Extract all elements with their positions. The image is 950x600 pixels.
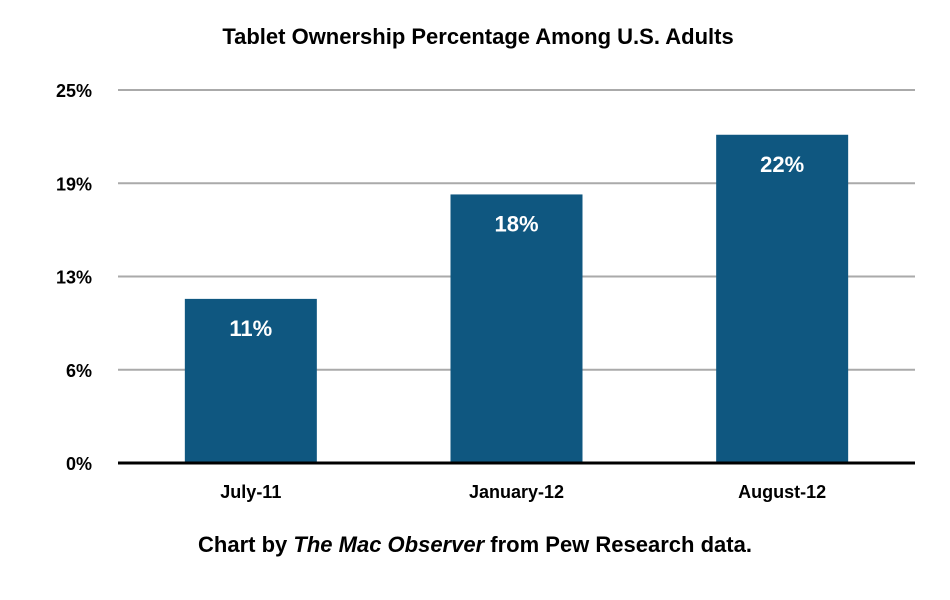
y-tick-label: 19% bbox=[56, 174, 92, 194]
bar bbox=[450, 194, 583, 463]
caption-prefix: Chart by bbox=[198, 532, 294, 557]
y-tick-label: 25% bbox=[56, 81, 92, 101]
x-tick-label: January-12 bbox=[469, 482, 564, 502]
data-label: 22% bbox=[760, 152, 804, 177]
bar bbox=[184, 298, 317, 463]
data-label: 18% bbox=[494, 211, 538, 236]
y-tick-label: 6% bbox=[66, 361, 92, 381]
x-tick-label: August-12 bbox=[738, 482, 826, 502]
bar bbox=[716, 134, 849, 463]
y-tick-label: 0% bbox=[66, 454, 92, 474]
chart-caption: Chart by The Mac Observer from Pew Resea… bbox=[0, 532, 950, 558]
y-tick-label: 13% bbox=[56, 268, 92, 288]
data-label: 11% bbox=[229, 316, 272, 341]
chart-title: Tablet Ownership Percentage Among U.S. A… bbox=[222, 24, 733, 49]
caption-suffix: from Pew Research data. bbox=[484, 532, 752, 557]
x-tick-label: July-11 bbox=[220, 482, 281, 502]
caption-source: The Mac Observer bbox=[293, 532, 485, 557]
